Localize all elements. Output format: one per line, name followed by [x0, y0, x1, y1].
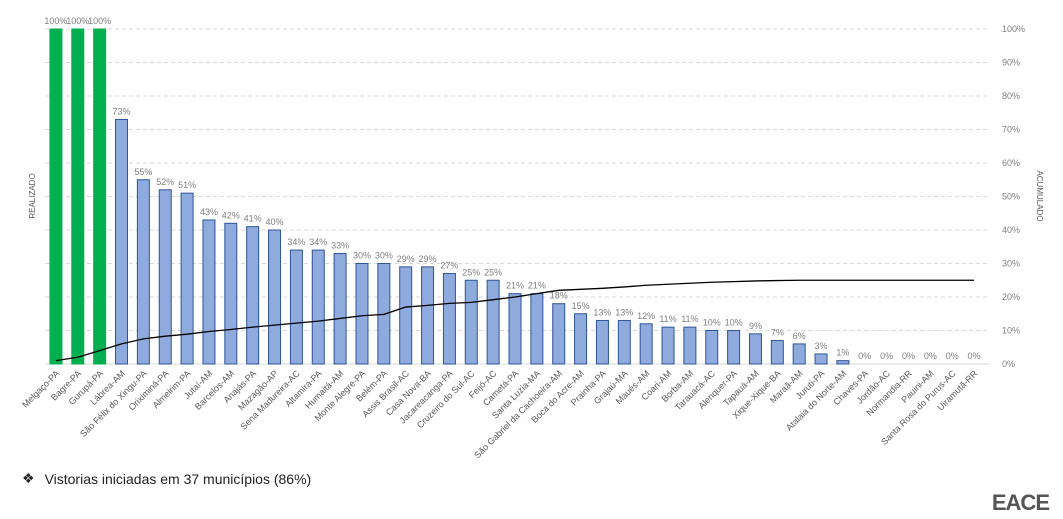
bar-data-label: 34%: [309, 237, 327, 247]
y2-axis-title: ACUMULADO: [1035, 170, 1044, 221]
bar-data-label: 42%: [222, 210, 240, 220]
bar: [442, 273, 456, 365]
bar-data-label: 25%: [462, 267, 480, 277]
bar-data-label: 6%: [793, 331, 806, 341]
bar: [399, 266, 413, 365]
bar-data-label: 12%: [637, 311, 655, 321]
bar-data-label: 0%: [880, 351, 893, 361]
bar: [71, 28, 85, 365]
y2-tick-label: 40%: [1002, 225, 1020, 235]
bar-data-label: 25%: [484, 267, 502, 277]
bar: [574, 313, 588, 365]
bar: [792, 343, 806, 365]
bar-data-label: 3%: [815, 341, 828, 351]
bar: [814, 353, 828, 365]
bar: [355, 263, 369, 365]
bar-data-label: 13%: [593, 307, 611, 317]
bar-data-label: 10%: [725, 318, 743, 328]
bar-data-label: 34%: [287, 237, 305, 247]
cumulative-line: [55, 279, 975, 362]
bar-data-label: 41%: [244, 214, 262, 224]
bar-data-label: 33%: [331, 240, 349, 250]
bar-data-label: 21%: [528, 281, 546, 291]
bar-data-label: 43%: [200, 207, 218, 217]
diamond-bullet-icon: ❖: [22, 470, 35, 486]
bar: [486, 279, 500, 365]
bar: [93, 28, 107, 365]
bar: [246, 226, 260, 365]
y2-tick-label: 0%: [1002, 359, 1015, 369]
bar: [136, 179, 150, 365]
bar: [158, 189, 172, 365]
bar: [705, 330, 719, 365]
bar: [268, 229, 282, 365]
bar-data-label: 0%: [858, 351, 871, 361]
bar-data-label: 0%: [946, 351, 959, 361]
bar: [727, 330, 741, 365]
bar: [49, 28, 63, 365]
y2-tick-label: 20%: [1002, 292, 1020, 302]
bar-data-label: 40%: [266, 217, 284, 227]
bar-data-label: 30%: [353, 251, 371, 261]
bar: [617, 319, 631, 365]
bar: [836, 360, 850, 365]
bar: [552, 303, 566, 365]
bar-data-label: 29%: [419, 254, 437, 264]
bar-data-label: 100%: [66, 16, 89, 26]
bar: [421, 266, 435, 365]
eace-logo: EACE: [991, 490, 1050, 515]
bar: [289, 249, 303, 365]
bar-data-label: 27%: [440, 261, 458, 271]
summary-text: Vistorias iniciadas em 37 municípios (86…: [44, 470, 312, 487]
bar-data-label: 15%: [572, 301, 590, 311]
bar-data-label: 73%: [113, 106, 131, 116]
y2-tick-label: 80%: [1002, 91, 1020, 101]
bar-data-label: 55%: [134, 167, 152, 177]
bar-data-label: 100%: [44, 16, 67, 26]
bar-data-label: 100%: [88, 16, 111, 26]
bar: [311, 249, 325, 365]
bar: [464, 279, 478, 365]
y2-tick-label: 70%: [1002, 125, 1020, 135]
bar-data-label: 52%: [156, 177, 174, 187]
bar-data-label: 13%: [615, 307, 633, 317]
bar-data-label: 7%: [771, 328, 784, 338]
bar-data-label: 10%: [703, 318, 721, 328]
bar: [115, 118, 129, 365]
bar: [530, 293, 544, 365]
y2-tick-label: 10%: [1002, 326, 1020, 336]
bar-data-label: 30%: [375, 251, 393, 261]
bar: [683, 326, 697, 365]
bar: [770, 340, 784, 365]
pareto-chart: 0% 10% 20% 30% 40% 50% 60% 70% 80% 90% 100% REALIZA…: [20, 16, 1044, 460]
y2-tick-label: 100%: [1002, 24, 1025, 34]
y2-tick-label: 60%: [1002, 158, 1020, 168]
bar: [333, 252, 347, 365]
y2-tick-label: 30%: [1002, 259, 1020, 269]
y-axis-title: REALIZADO: [28, 173, 37, 218]
bar-data-label: 21%: [506, 281, 524, 291]
bar: [595, 319, 609, 365]
bar: [661, 326, 675, 365]
bar: [508, 293, 522, 365]
bar-data-label: 29%: [397, 254, 415, 264]
bar: [180, 192, 194, 365]
bar-data-label: 0%: [902, 351, 915, 361]
bar-data-label: 1%: [836, 348, 849, 358]
bar-data-label: 0%: [924, 351, 937, 361]
y2-tick-label: 50%: [1002, 192, 1020, 202]
y2-tick-label: 90%: [1002, 58, 1020, 68]
bar: [748, 333, 762, 365]
bar-data-label: 11%: [659, 314, 676, 324]
bar-data-label: 51%: [178, 180, 196, 190]
bar-data-label: 11%: [681, 314, 698, 324]
bar-data-label: 18%: [550, 291, 568, 301]
bar-data-label: 0%: [968, 351, 981, 361]
bar: [639, 323, 653, 365]
summary-bullet: ❖ Vistorias iniciadas em 37 municípios (…: [22, 470, 311, 487]
bar-data-label: 9%: [749, 321, 762, 331]
bar: [224, 222, 238, 365]
bar: [202, 219, 216, 365]
